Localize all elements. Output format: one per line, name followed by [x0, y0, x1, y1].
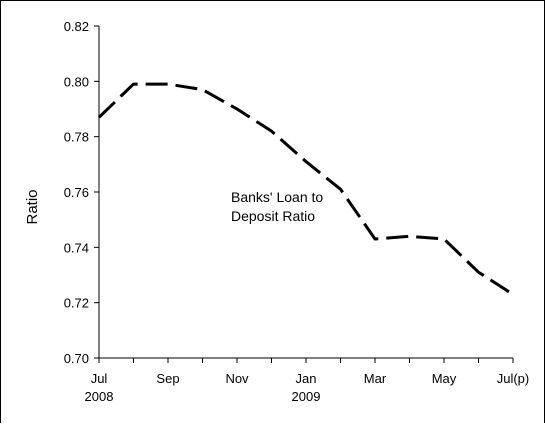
x-tick-year-label: 2009	[292, 389, 321, 404]
annotation-label: Banks' Loan to Deposit Ratio	[231, 189, 327, 224]
y-tick-label: 0.70	[64, 351, 89, 366]
series-layer	[97, 82, 514, 296]
x-tick-label: May	[432, 371, 457, 386]
series-line	[97, 82, 514, 296]
annotation-line-2: Deposit Ratio	[231, 208, 315, 224]
y-axis-label: Ratio	[24, 189, 41, 224]
x-tick-label: Jul(p)	[497, 371, 530, 386]
y-tick-label: 0.80	[64, 74, 89, 89]
x-tick-label: Sep	[156, 371, 179, 386]
x-tick-label: Jul	[91, 371, 108, 386]
x-tick-label: Mar	[364, 371, 387, 386]
annotation-line-1: Banks' Loan to	[231, 189, 323, 205]
x-tick-label: Jan	[296, 371, 317, 386]
x-tick-label: Nov	[225, 371, 249, 386]
y-tick-label: 0.76	[64, 185, 89, 200]
x-tick-year-label: 2008	[85, 389, 114, 404]
x-axis-ticks: Jul 2008 Sep Nov Jan 2009 Mar May Jul(p)	[85, 358, 530, 404]
y-tick-label: 0.82	[64, 19, 89, 34]
y-tick-label: 0.78	[64, 130, 89, 145]
y-tick-label: 0.72	[64, 296, 89, 311]
y-axis-ticks: 0.70 0.72 0.74 0.76 0.78 0.80 0.82	[64, 19, 99, 366]
y-tick-label: 0.74	[64, 240, 89, 255]
